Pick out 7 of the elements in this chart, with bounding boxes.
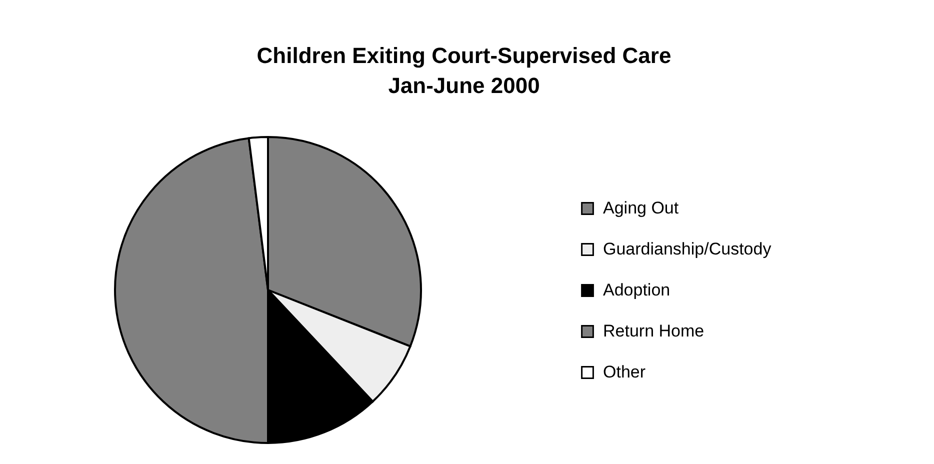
text: Jan-June 2000 xyxy=(388,73,540,98)
legend-label: Return Home xyxy=(603,322,704,340)
legend-label: Aging Out xyxy=(603,198,679,218)
legend-label: Guardianship/Custody xyxy=(603,240,772,258)
legend-label: Other xyxy=(603,362,646,382)
text: Children Exiting Court-Supervised Care xyxy=(256,43,672,68)
legend-label: Adoption xyxy=(603,280,670,300)
